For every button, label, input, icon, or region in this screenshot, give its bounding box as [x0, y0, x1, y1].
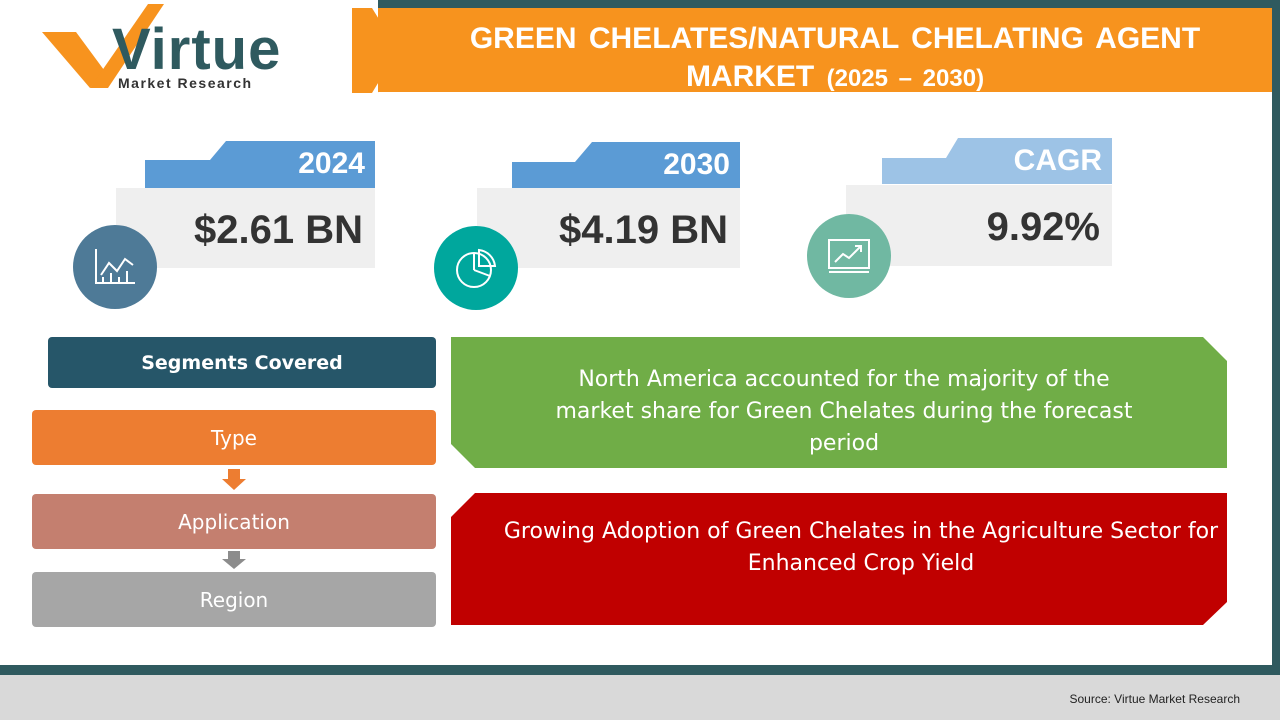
arrow — [222, 469, 246, 490]
logo-name: Virtue — [112, 17, 282, 82]
logo-mark — [42, 4, 164, 88]
stat-label: 2030 — [663, 148, 730, 181]
highlight-text: North America accounted for the majority… — [555, 367, 1133, 456]
segment-item: Application — [32, 494, 436, 549]
header-period: (2025 – 2030) — [826, 65, 985, 92]
footer-bar — [0, 675, 1280, 720]
icon-circle — [73, 225, 157, 309]
icon-circle — [807, 214, 891, 298]
icon-circle — [434, 226, 518, 310]
segment-item: Type — [32, 410, 436, 465]
header: GREEN CHELATES/NATURAL CHELATING AGENT M… — [420, 20, 1250, 98]
source: Source: Virtue Market Research — [1069, 692, 1240, 706]
header-banner — [378, 8, 1272, 92]
segments-title: Segments Covered — [48, 337, 436, 388]
stat-label: CAGR — [1013, 144, 1102, 177]
icon-pie — [456, 248, 497, 288]
icon-growth — [828, 239, 870, 273]
icon-chart — [95, 249, 135, 284]
logo-tagline: Market Research — [118, 75, 253, 91]
segment-item: Region — [32, 572, 436, 627]
frame-top — [378, 0, 1280, 8]
highlight-shapes — [451, 337, 1227, 625]
header-title: GREEN CHELATES/NATURAL CHELATING AGENT M… — [469, 22, 1201, 93]
highlight-text: Growing Adoption of Green Chelates in th… — [503, 519, 1219, 576]
stat-label: 2024 — [298, 147, 365, 180]
stat-value: $2.61 BN — [116, 188, 375, 268]
stat-value: $4.19 BN — [477, 188, 740, 268]
frame-right — [1272, 0, 1280, 675]
frame-bottom — [0, 665, 1280, 675]
arrow — [222, 551, 246, 569]
